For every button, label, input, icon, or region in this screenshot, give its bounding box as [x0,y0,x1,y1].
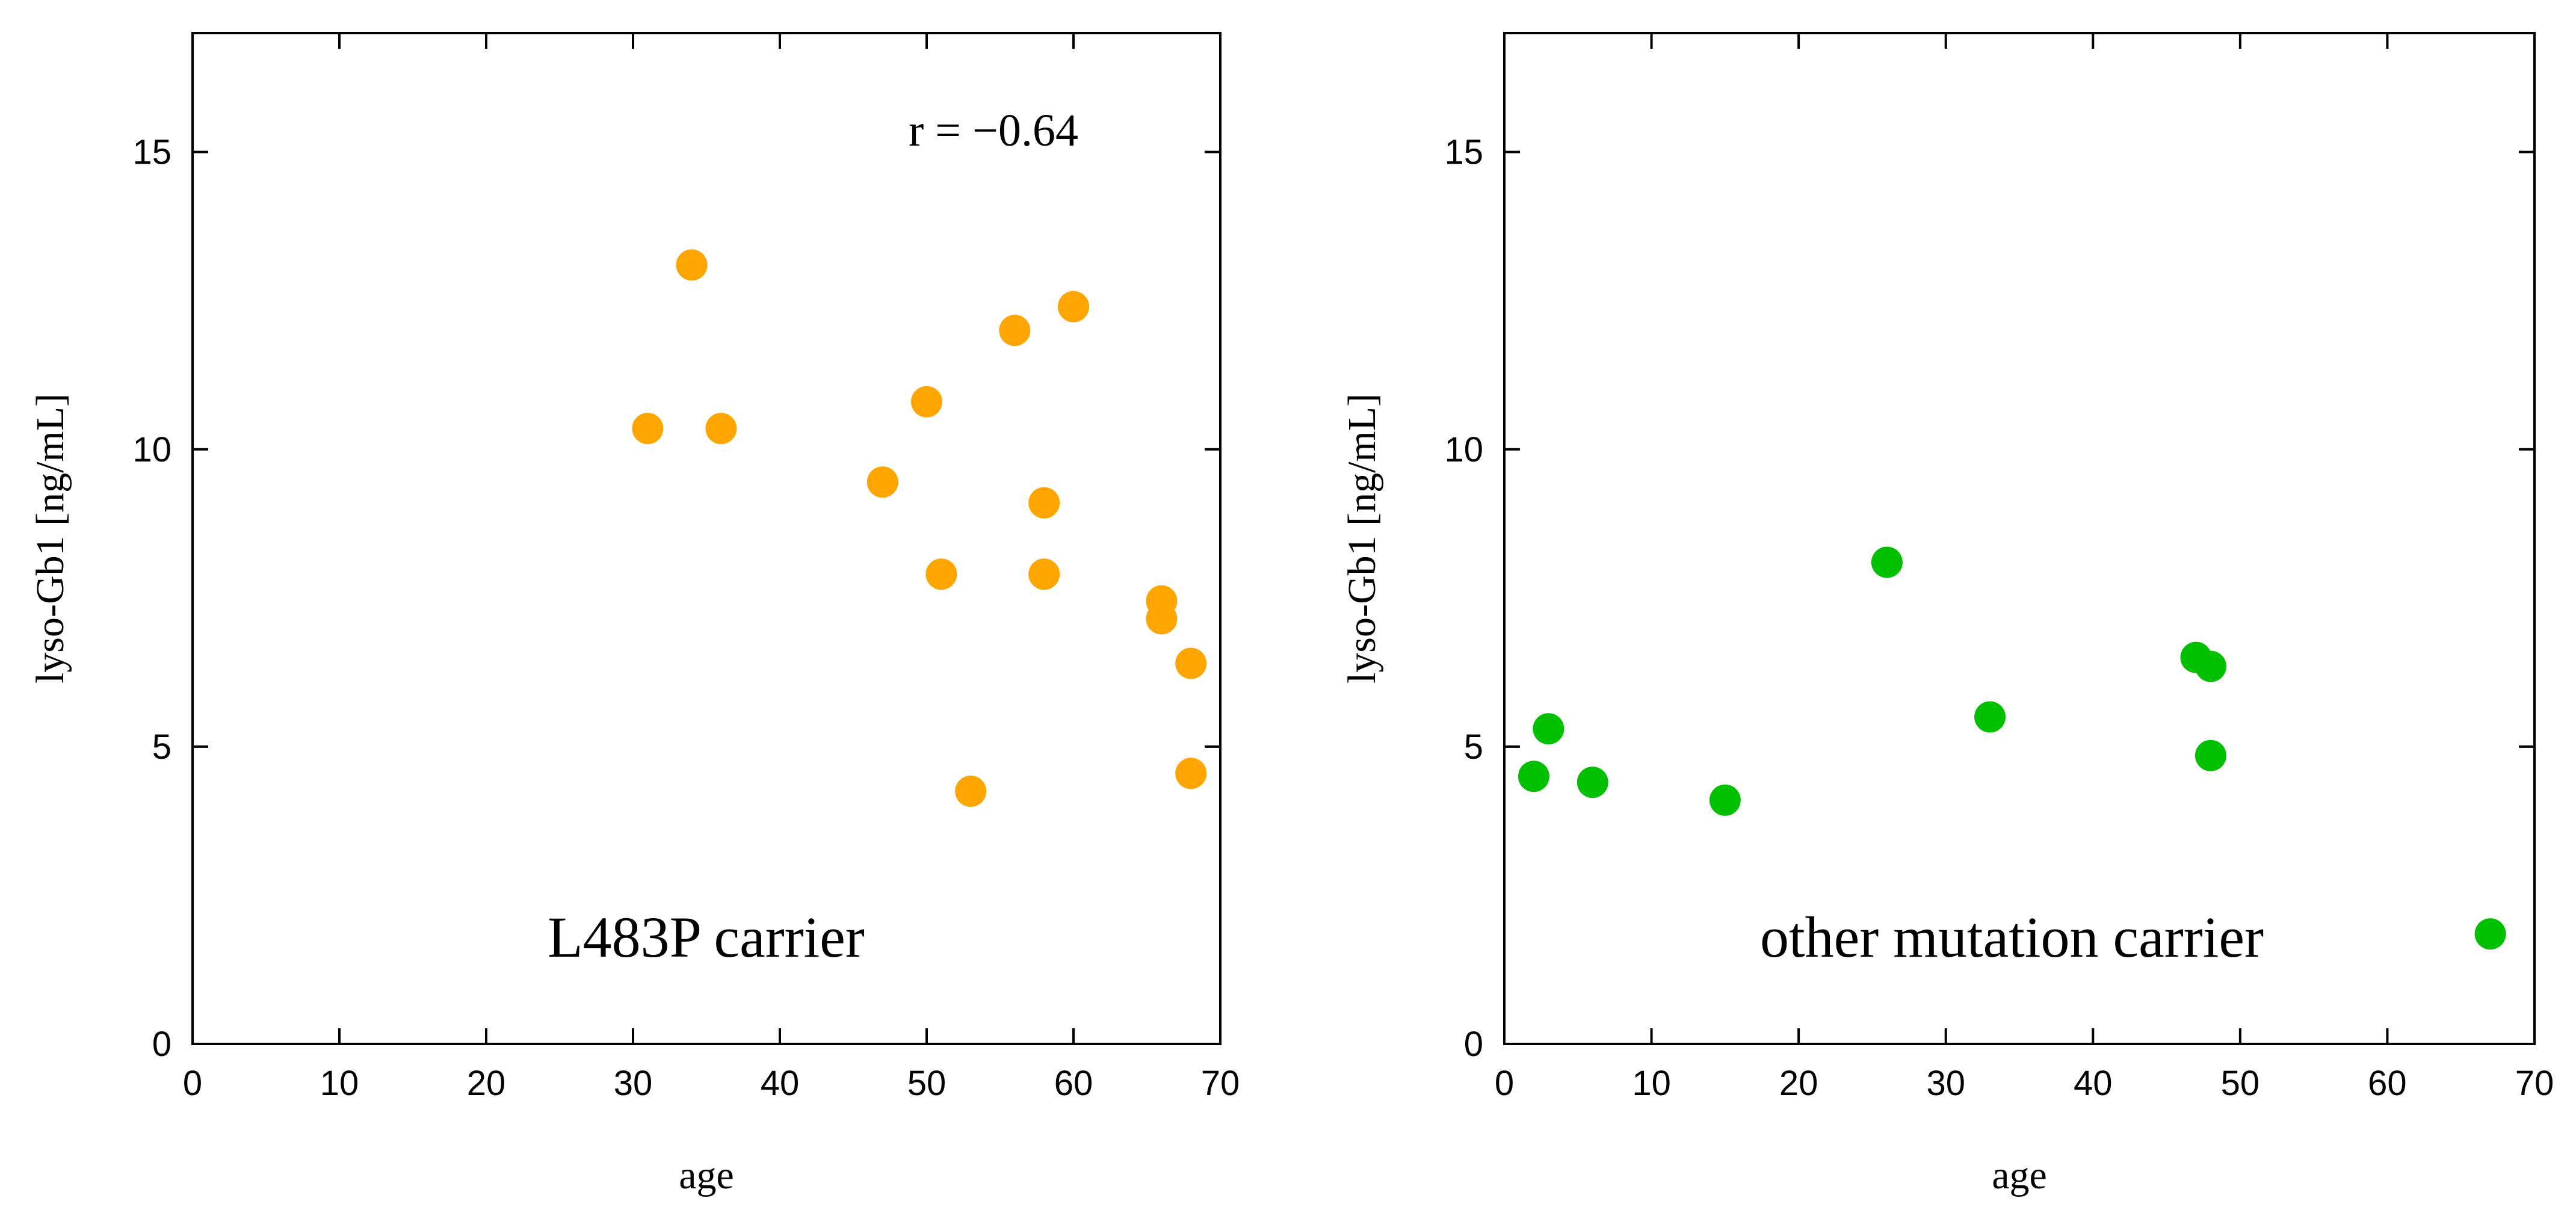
y-tick-label: 0 [152,1025,171,1064]
y-tick-label: 5 [152,727,171,767]
x-tick-label: 20 [1779,1064,1818,1103]
y-tick-label: 0 [1464,1025,1483,1064]
data-point [1871,546,1903,578]
data-point [1028,487,1060,519]
plot-frame [191,32,1222,1045]
data-point [705,413,737,445]
x-tick-label: 50 [907,1064,947,1103]
data-point [999,315,1031,347]
y-tick-label: 15 [1444,133,1483,172]
data-point [2474,918,2506,950]
data-point [1518,761,1549,792]
data-point [866,466,898,498]
data-point [911,386,942,418]
x-tick-label: 0 [183,1064,202,1103]
data-point [1175,758,1207,789]
chart-other-mutation: 0 10 20 30 40 50 60 70 0 5 10 15 age lyso-Gb1 [ng/… [1340,32,2554,1197]
x-tick-label: 10 [1632,1064,1671,1103]
x-tick-label: 0 [1495,1064,1514,1103]
data-point [1028,558,1060,590]
y-tick-label: 5 [1464,727,1483,767]
x-tick-label: 50 [2221,1064,2260,1103]
correlation-annotation: r = −0.64 [909,105,1078,156]
data-point [632,413,664,445]
data-point [955,776,987,807]
data-point [1709,784,1741,816]
data-points [632,249,1207,807]
data-points [1518,546,2506,950]
data-point [1577,767,1608,798]
x-ticks: 0 10 20 30 40 50 60 70 [1495,33,2554,1103]
x-ticks: 0 10 20 30 40 50 60 70 [183,33,1240,1103]
panel-label-l483p: L483P carrier [548,905,865,969]
x-tick-label: 20 [467,1064,506,1103]
plot-frame [1503,32,2536,1045]
x-tick-label: 10 [320,1064,359,1103]
x-tick-label: 60 [2368,1064,2407,1103]
data-point [2195,650,2226,682]
y-axis-label: lyso-Gb1 [ng/mL] [1340,394,1384,684]
x-axis-label: age [679,1153,734,1197]
data-point [2195,739,2226,771]
data-point [1175,647,1207,679]
x-tick-label: 40 [761,1064,800,1103]
data-point [1974,701,2006,733]
y-axis-label: lyso-Gb1 [ng/mL] [28,394,72,684]
data-point [676,249,708,281]
y-tick-label: 10 [132,430,171,469]
chart-l483p: 0 10 20 30 40 50 60 70 0 5 10 15 age lyso-Gb1 [ng/… [28,32,1240,1197]
x-tick-label: 40 [2074,1064,2113,1103]
x-tick-label: 30 [614,1064,653,1103]
y-tick-label: 10 [1444,430,1483,469]
panel-label-other-mutation: other mutation carrier [1760,905,2264,969]
x-tick-label: 70 [2515,1064,2554,1103]
x-tick-label: 60 [1054,1064,1093,1103]
data-point [1146,603,1178,635]
x-axis-label: age [1992,1153,2047,1197]
x-tick-label: 70 [1201,1064,1240,1103]
data-point [1058,291,1089,323]
x-tick-label: 30 [1926,1064,1965,1103]
data-point [925,558,957,590]
y-tick-label: 15 [132,133,171,172]
y-ticks: 0 5 10 15 [1444,133,2534,1064]
y-ticks: 0 5 10 15 [132,133,1220,1064]
data-point [1533,713,1564,745]
